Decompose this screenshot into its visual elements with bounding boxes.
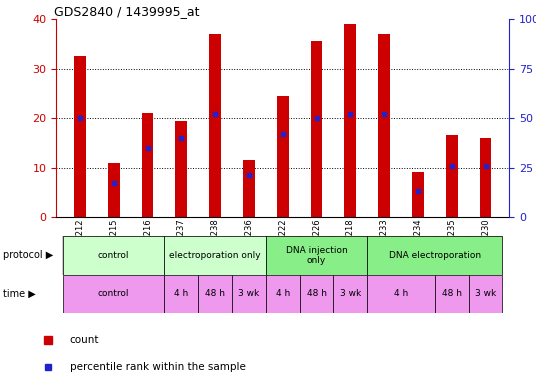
Bar [468,236,502,275]
Text: DNA electroporation: DNA electroporation [389,251,481,260]
Bar [412,172,424,217]
Bar [345,24,356,217]
Bar [165,275,198,313]
Text: protocol ▶: protocol ▶ [3,250,53,260]
Text: 4 h: 4 h [174,289,189,298]
Bar [300,236,333,275]
Text: count: count [70,335,99,345]
Bar [367,236,401,275]
Bar [198,236,232,275]
Bar [63,236,165,275]
Bar [401,236,435,275]
Bar [165,236,198,275]
Bar [74,56,86,217]
Text: 3 wk: 3 wk [475,289,496,298]
Bar [198,275,232,313]
Bar [63,275,165,313]
Text: 48 h: 48 h [442,289,461,298]
Bar [435,275,468,313]
Bar [97,236,131,275]
Text: control: control [98,289,130,298]
Bar [367,236,502,275]
Bar [266,236,367,275]
Bar [468,275,502,313]
Bar [175,121,187,217]
Text: 48 h: 48 h [307,289,326,298]
Bar [446,136,458,217]
Bar [232,236,266,275]
Bar [131,236,165,275]
Text: control: control [98,251,130,260]
Bar [333,236,367,275]
Bar [378,34,390,217]
Text: 4 h: 4 h [276,289,290,298]
Text: DNA injection
only: DNA injection only [286,246,347,265]
Bar [333,275,367,313]
Bar [480,138,492,217]
Bar [209,34,221,217]
Text: 48 h: 48 h [205,289,225,298]
Bar [311,41,323,217]
Bar [63,236,97,275]
Text: GDS2840 / 1439995_at: GDS2840 / 1439995_at [54,5,199,18]
Bar [142,113,153,217]
Bar [232,275,266,313]
Bar [243,160,255,217]
Text: 4 h: 4 h [394,289,408,298]
Text: 3 wk: 3 wk [340,289,361,298]
Bar [300,275,333,313]
Text: time ▶: time ▶ [3,289,35,299]
Text: percentile rank within the sample: percentile rank within the sample [70,362,245,372]
Text: electroporation only: electroporation only [169,251,261,260]
Bar [367,275,435,313]
Bar [165,236,266,275]
Bar [266,275,300,313]
Bar [435,236,468,275]
Bar [266,236,300,275]
Bar [108,162,120,217]
Bar [277,96,289,217]
Text: 3 wk: 3 wk [239,289,259,298]
